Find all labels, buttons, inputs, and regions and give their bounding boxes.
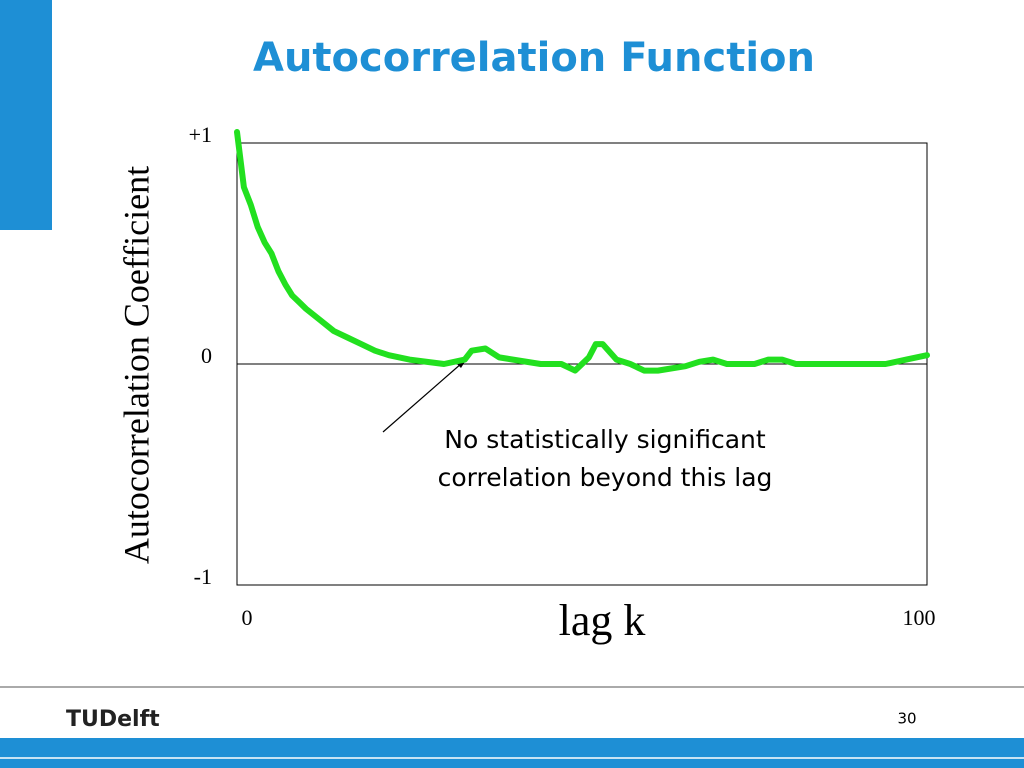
- x-tick-label: 100: [903, 605, 936, 630]
- y-tick-label: -1: [194, 564, 212, 589]
- y-axis-label: Autocorrelation Coefficient: [116, 166, 156, 564]
- logo: TUDelft: [66, 707, 160, 732]
- x-tick-label: 0: [242, 605, 253, 630]
- chart-title: Autocorrelation Function: [253, 35, 815, 81]
- footer-bar: [0, 738, 1024, 768]
- y-tick-label: 0: [201, 343, 212, 368]
- side-bar: [0, 0, 52, 230]
- y-tick-label: +1: [189, 122, 212, 147]
- annotation: correlation beyond this lag: [438, 463, 773, 492]
- data-line: [234, 129, 930, 374]
- page-number: 30: [897, 710, 916, 728]
- annotation: No statistically significant: [444, 425, 766, 454]
- x-axis-label: lag k: [559, 596, 646, 645]
- annotation-arrow: [382, 362, 463, 433]
